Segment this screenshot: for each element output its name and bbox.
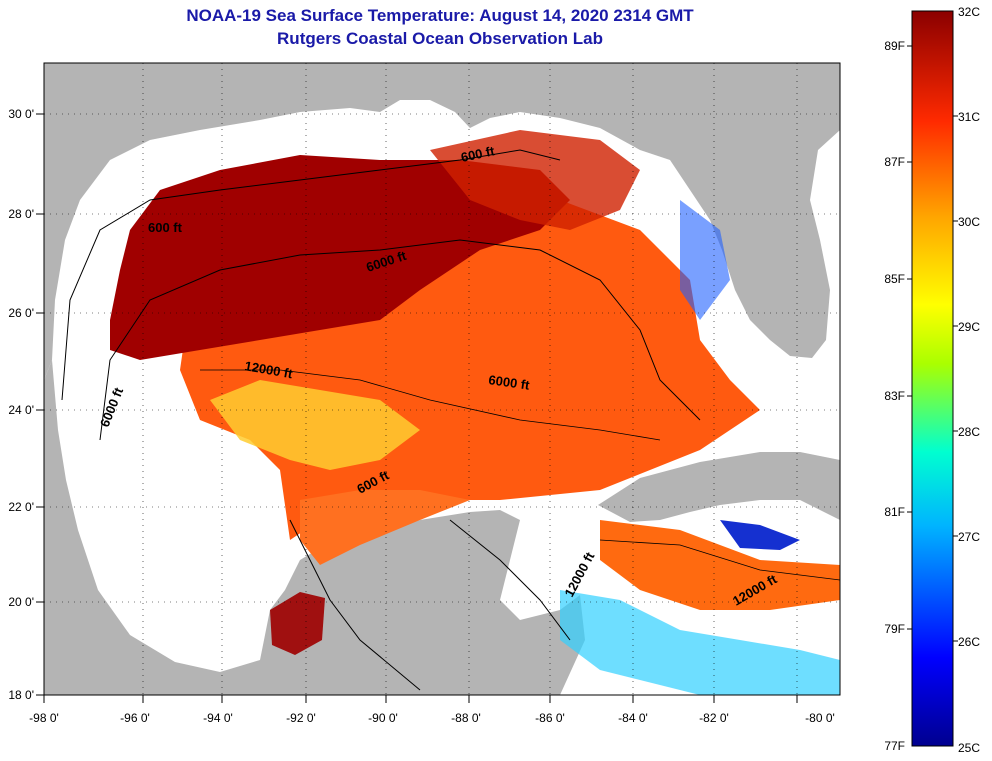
sst-south-mixed xyxy=(560,590,840,695)
map-title: NOAA-19 Sea Surface Temperature: August … xyxy=(186,6,694,25)
sst-north-hot xyxy=(110,155,570,360)
sst-caribbean-orange xyxy=(600,520,840,610)
lat-tick-label: 30 0' xyxy=(8,107,34,121)
contour-600ft xyxy=(61,149,561,401)
sst-yellow-mid xyxy=(210,380,420,470)
lat-tick-label: 26 0' xyxy=(8,306,34,320)
contour-12000ft xyxy=(200,369,661,441)
latitude-labels: 30 0' 28 0' 26 0' 24 0' 22 0' 20 0' 18 0… xyxy=(8,107,34,702)
lon-tick-label: -98 0' xyxy=(29,711,59,725)
colorbar-celsius-label: 30C xyxy=(958,215,980,229)
lon-tick-label: -82 0' xyxy=(699,711,729,725)
colorbar-celsius-label: 26C xyxy=(958,635,980,649)
lat-tick-label: 20 0' xyxy=(8,595,34,609)
colorbar-fahrenheit-label: 77F xyxy=(884,739,905,753)
colorbar: 32C 31C 30C 29C 28C 27C 26C 25C 89F 87F … xyxy=(884,5,980,755)
lon-tick-label: -90 0' xyxy=(368,711,398,725)
colorbar-ticks xyxy=(907,45,958,642)
sst-south-orange xyxy=(300,490,470,565)
contour-label: 600 ft xyxy=(460,143,497,165)
axis-ticks xyxy=(36,113,798,703)
lon-tick-label: -96 0' xyxy=(120,711,150,725)
colorbar-fahrenheit-label: 87F xyxy=(884,155,905,169)
colorbar-celsius-label: 25C xyxy=(958,741,980,755)
contour-6000ft xyxy=(99,239,701,441)
colorbar-celsius-label: 32C xyxy=(958,5,980,19)
lon-tick-label: -92 0' xyxy=(286,711,316,725)
map-subtitle: Rutgers Coastal Ocean Observation Lab xyxy=(277,29,603,48)
plot-frame xyxy=(43,62,841,696)
lat-tick-label: 22 0' xyxy=(8,500,34,514)
colorbar-fahrenheit-label: 79F xyxy=(884,622,905,636)
contour-label: 6000 ft xyxy=(488,372,532,393)
colorbar-celsius-label: 27C xyxy=(958,530,980,544)
colorbar-gradient xyxy=(911,10,954,747)
land-mexico xyxy=(44,360,585,695)
contour-label: 600 ft xyxy=(148,220,183,235)
colorbar-fahrenheit-label: 81F xyxy=(884,505,905,519)
lon-tick-label: -86 0' xyxy=(535,711,565,725)
colorbar-fahrenheit-label: 85F xyxy=(884,272,905,286)
sst-yucatan-red xyxy=(270,592,325,655)
land-cuba xyxy=(598,452,840,522)
lon-tick-label: -94 0' xyxy=(203,711,233,725)
sst-caribbean-blue xyxy=(720,520,800,550)
lat-tick-label: 28 0' xyxy=(8,207,34,221)
colorbar-fahrenheit-label: 89F xyxy=(884,39,905,53)
colorbar-celsius-label: 31C xyxy=(958,110,980,124)
lon-tick-label: -84 0' xyxy=(618,711,648,725)
lon-tick-label: -88 0' xyxy=(451,711,481,725)
lat-tick-label: 24 0' xyxy=(8,403,34,417)
sst-north-redder xyxy=(430,130,640,230)
contour-yucatan-shelf xyxy=(289,519,571,691)
land-us-coast xyxy=(44,63,840,380)
colorbar-celsius-label: 28C xyxy=(958,425,980,439)
contour-caribbean xyxy=(599,539,840,581)
colorbar-celsius-label: 29C xyxy=(958,320,980,334)
longitude-labels: -98 0' -96 0' -94 0' -92 0' -90 0' -88 0… xyxy=(29,711,835,725)
grid xyxy=(44,63,840,695)
colorbar-fahrenheit-label: 83F xyxy=(884,389,905,403)
lon-tick-label: -80 0' xyxy=(805,711,835,725)
lat-tick-label: 18 0' xyxy=(8,688,34,702)
sst-florida-coastal xyxy=(680,200,730,320)
